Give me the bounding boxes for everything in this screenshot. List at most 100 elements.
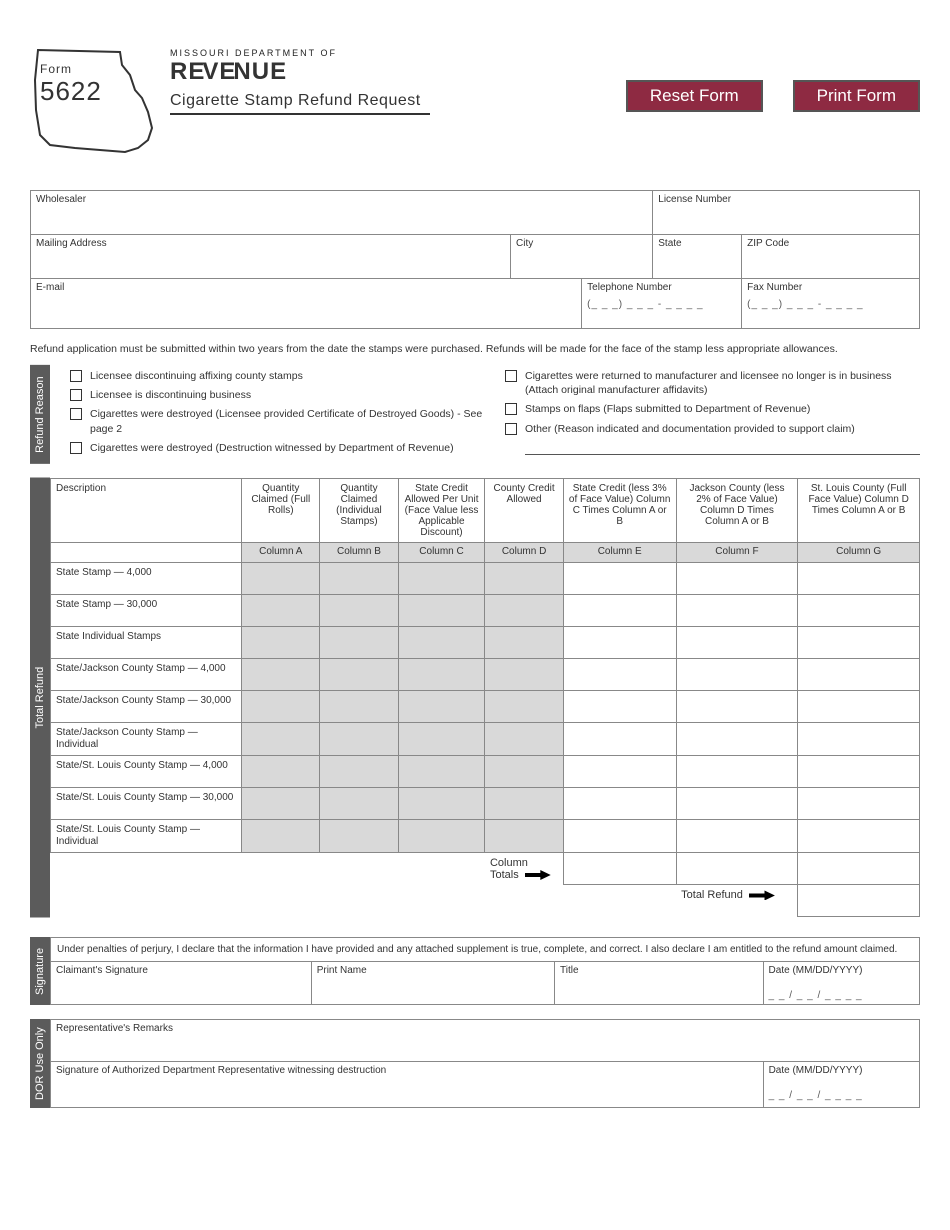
mailing-input[interactable] <box>36 249 505 260</box>
refund-cell-input[interactable] <box>490 567 557 578</box>
refund-cell-input[interactable] <box>404 727 480 738</box>
refund-cell-input[interactable] <box>490 727 557 738</box>
refund-cell[interactable] <box>485 722 563 755</box>
fax-mask[interactable]: (_ _ _) _ _ _ - _ _ _ _ <box>747 299 914 310</box>
refund-cell-input[interactable] <box>247 663 314 674</box>
refund-cell[interactable] <box>563 819 676 852</box>
refund-cell-input[interactable] <box>325 567 392 578</box>
checkbox[interactable] <box>70 389 82 401</box>
refund-cell-input[interactable] <box>247 631 314 642</box>
refund-cell-input[interactable] <box>803 760 914 771</box>
refund-cell[interactable] <box>242 658 320 690</box>
refund-cell-input[interactable] <box>569 599 671 610</box>
telephone-mask[interactable]: (_ _ _) _ _ _ - _ _ _ _ <box>587 299 736 310</box>
other-reason-line[interactable] <box>525 441 920 455</box>
refund-cell-input[interactable] <box>490 663 557 674</box>
refund-cell-input[interactable] <box>325 599 392 610</box>
refund-cell-input[interactable] <box>569 727 671 738</box>
refund-cell[interactable] <box>320 722 398 755</box>
city-input[interactable] <box>516 249 647 260</box>
refund-cell[interactable] <box>676 690 798 722</box>
refund-cell[interactable] <box>320 594 398 626</box>
refund-cell-input[interactable] <box>325 631 392 642</box>
refund-cell[interactable] <box>320 690 398 722</box>
refund-cell-input[interactable] <box>247 727 314 738</box>
refund-cell-input[interactable] <box>490 631 557 642</box>
refund-cell-input[interactable] <box>247 567 314 578</box>
refund-cell-input[interactable] <box>803 567 914 578</box>
refund-cell-input[interactable] <box>569 695 671 706</box>
refund-cell-input[interactable] <box>490 695 557 706</box>
refund-cell-input[interactable] <box>404 631 480 642</box>
refund-cell[interactable] <box>242 626 320 658</box>
refund-cell[interactable] <box>563 787 676 819</box>
checkbox[interactable] <box>505 403 517 415</box>
refund-cell[interactable] <box>676 562 798 594</box>
checkbox[interactable] <box>70 408 82 420</box>
refund-cell-input[interactable] <box>490 599 557 610</box>
refund-cell-input[interactable] <box>404 760 480 771</box>
column-total-f[interactable] <box>676 852 798 885</box>
refund-cell[interactable] <box>485 626 563 658</box>
column-total-e[interactable] <box>563 852 676 885</box>
sig-date-mask[interactable]: _ _ / _ _ / _ _ _ _ <box>769 990 914 1001</box>
column-total-g[interactable] <box>798 852 920 885</box>
refund-cell-input[interactable] <box>404 824 480 835</box>
refund-cell[interactable] <box>320 626 398 658</box>
wholesaler-input[interactable] <box>36 205 647 216</box>
refund-cell[interactable] <box>242 690 320 722</box>
refund-cell[interactable] <box>676 594 798 626</box>
refund-cell-input[interactable] <box>569 792 671 803</box>
license-input[interactable] <box>658 205 914 216</box>
refund-cell-input[interactable] <box>803 631 914 642</box>
refund-cell[interactable] <box>563 690 676 722</box>
refund-cell-input[interactable] <box>569 663 671 674</box>
refund-cell[interactable] <box>398 787 485 819</box>
refund-cell-input[interactable] <box>682 824 793 835</box>
refund-cell[interactable] <box>798 562 920 594</box>
refund-cell-input[interactable] <box>325 760 392 771</box>
refund-cell[interactable] <box>798 819 920 852</box>
refund-cell-input[interactable] <box>682 567 793 578</box>
refund-cell[interactable] <box>398 690 485 722</box>
refund-cell-input[interactable] <box>325 792 392 803</box>
refund-cell-input[interactable] <box>247 760 314 771</box>
refund-cell[interactable] <box>676 626 798 658</box>
refund-cell[interactable] <box>398 722 485 755</box>
refund-cell[interactable] <box>676 787 798 819</box>
state-input[interactable] <box>658 249 736 260</box>
refund-cell-input[interactable] <box>247 599 314 610</box>
refund-cell-input[interactable] <box>682 792 793 803</box>
refund-cell[interactable] <box>242 755 320 787</box>
refund-cell[interactable] <box>320 787 398 819</box>
refund-cell[interactable] <box>398 819 485 852</box>
print-name-input[interactable] <box>317 976 549 987</box>
reset-form-button[interactable]: Reset Form <box>626 80 763 112</box>
print-form-button[interactable]: Print Form <box>793 80 920 112</box>
refund-cell-input[interactable] <box>803 824 914 835</box>
refund-cell[interactable] <box>798 690 920 722</box>
refund-cell-input[interactable] <box>569 567 671 578</box>
refund-cell-input[interactable] <box>325 695 392 706</box>
refund-cell[interactable] <box>398 594 485 626</box>
refund-cell-input[interactable] <box>404 792 480 803</box>
refund-cell-input[interactable] <box>569 760 671 771</box>
refund-cell[interactable] <box>676 819 798 852</box>
refund-cell-input[interactable] <box>490 824 557 835</box>
refund-cell-input[interactable] <box>247 792 314 803</box>
email-input[interactable] <box>36 293 576 304</box>
refund-cell[interactable] <box>242 594 320 626</box>
refund-cell-input[interactable] <box>803 599 914 610</box>
refund-cell[interactable] <box>320 658 398 690</box>
refund-cell[interactable] <box>485 594 563 626</box>
zip-input[interactable] <box>747 249 914 260</box>
refund-cell[interactable] <box>485 787 563 819</box>
refund-cell[interactable] <box>798 722 920 755</box>
refund-cell-input[interactable] <box>325 727 392 738</box>
refund-cell-input[interactable] <box>404 663 480 674</box>
refund-cell[interactable] <box>563 658 676 690</box>
refund-cell[interactable] <box>798 755 920 787</box>
refund-cell[interactable] <box>798 594 920 626</box>
checkbox[interactable] <box>505 423 517 435</box>
refund-cell[interactable] <box>242 722 320 755</box>
